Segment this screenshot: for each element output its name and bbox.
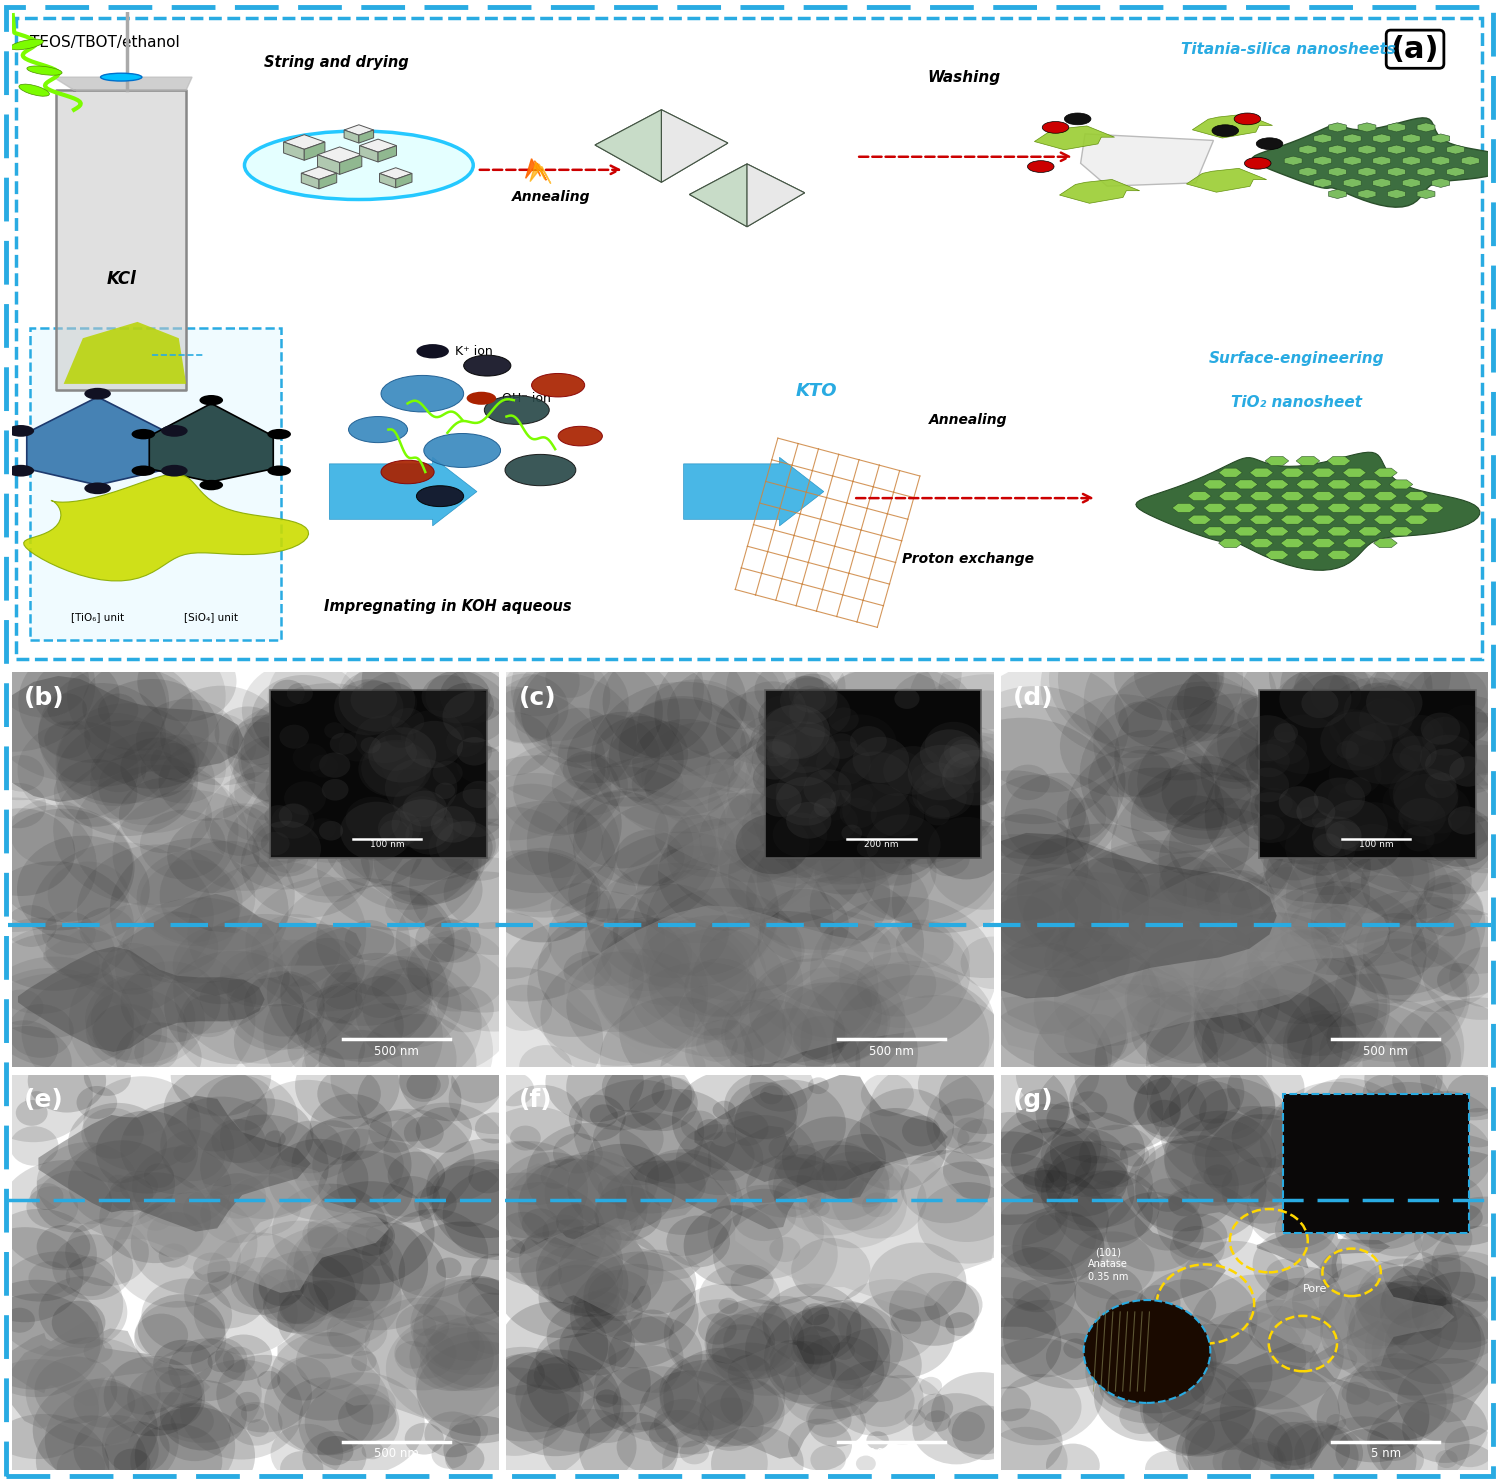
Circle shape bbox=[0, 861, 134, 990]
Circle shape bbox=[279, 803, 309, 828]
Circle shape bbox=[573, 797, 693, 895]
Circle shape bbox=[1041, 1154, 1134, 1232]
Circle shape bbox=[183, 994, 236, 1037]
Circle shape bbox=[171, 1403, 214, 1439]
Circle shape bbox=[230, 1402, 282, 1445]
Circle shape bbox=[0, 1227, 84, 1322]
Polygon shape bbox=[1310, 1304, 1488, 1423]
Polygon shape bbox=[1000, 833, 1276, 999]
Text: TEOS/TBOT/ethanol: TEOS/TBOT/ethanol bbox=[30, 34, 180, 50]
Polygon shape bbox=[39, 1095, 310, 1232]
Circle shape bbox=[426, 1316, 518, 1392]
FancyBboxPatch shape bbox=[765, 689, 981, 858]
Circle shape bbox=[489, 1141, 550, 1190]
Circle shape bbox=[0, 634, 166, 782]
Circle shape bbox=[1275, 1206, 1335, 1255]
Circle shape bbox=[1144, 1313, 1226, 1380]
Circle shape bbox=[1164, 1119, 1272, 1206]
Text: KTO: KTO bbox=[795, 382, 837, 400]
Circle shape bbox=[112, 790, 270, 917]
Circle shape bbox=[927, 1071, 1056, 1177]
Circle shape bbox=[86, 988, 188, 1070]
Circle shape bbox=[174, 1144, 196, 1163]
Circle shape bbox=[244, 1080, 369, 1181]
Polygon shape bbox=[396, 173, 412, 188]
Text: 200 nm: 200 nm bbox=[864, 840, 898, 849]
Circle shape bbox=[1378, 694, 1500, 824]
Circle shape bbox=[836, 654, 936, 735]
Circle shape bbox=[110, 1177, 153, 1212]
Circle shape bbox=[1046, 1332, 1104, 1380]
Circle shape bbox=[954, 1060, 1070, 1153]
Circle shape bbox=[1257, 138, 1282, 150]
Circle shape bbox=[1221, 1157, 1304, 1224]
Circle shape bbox=[164, 1067, 267, 1152]
Circle shape bbox=[720, 1380, 778, 1427]
Polygon shape bbox=[18, 947, 264, 1052]
Circle shape bbox=[141, 1279, 232, 1352]
Circle shape bbox=[948, 1277, 1056, 1365]
Circle shape bbox=[948, 1411, 986, 1442]
Circle shape bbox=[340, 800, 474, 910]
Circle shape bbox=[552, 754, 628, 815]
Polygon shape bbox=[339, 154, 362, 175]
Circle shape bbox=[1336, 741, 1359, 759]
Polygon shape bbox=[1358, 528, 1382, 536]
Circle shape bbox=[1222, 1438, 1287, 1482]
Circle shape bbox=[1120, 1143, 1149, 1166]
Circle shape bbox=[1192, 1137, 1239, 1175]
Circle shape bbox=[180, 1359, 303, 1460]
Polygon shape bbox=[1218, 468, 1242, 477]
Circle shape bbox=[140, 1203, 172, 1230]
Circle shape bbox=[1166, 796, 1227, 845]
Circle shape bbox=[177, 974, 312, 1082]
Circle shape bbox=[645, 750, 730, 820]
Polygon shape bbox=[54, 77, 192, 90]
Circle shape bbox=[927, 834, 1101, 975]
Circle shape bbox=[1062, 858, 1150, 929]
Circle shape bbox=[912, 769, 974, 820]
Polygon shape bbox=[378, 145, 396, 162]
Circle shape bbox=[258, 1227, 394, 1337]
Circle shape bbox=[873, 919, 969, 997]
Circle shape bbox=[413, 1277, 549, 1389]
Circle shape bbox=[602, 1061, 664, 1113]
Circle shape bbox=[1245, 157, 1270, 169]
Circle shape bbox=[782, 719, 840, 766]
Circle shape bbox=[298, 1372, 424, 1475]
Circle shape bbox=[200, 1114, 328, 1220]
Polygon shape bbox=[1432, 178, 1449, 187]
Circle shape bbox=[436, 1258, 462, 1277]
Circle shape bbox=[1054, 956, 1166, 1046]
Circle shape bbox=[782, 1116, 886, 1200]
Circle shape bbox=[1383, 780, 1438, 825]
Circle shape bbox=[318, 1150, 414, 1227]
Polygon shape bbox=[38, 1113, 332, 1261]
Circle shape bbox=[662, 1420, 768, 1482]
Circle shape bbox=[111, 1358, 182, 1415]
Circle shape bbox=[746, 720, 839, 796]
Circle shape bbox=[1407, 809, 1452, 845]
Circle shape bbox=[0, 1046, 93, 1143]
Circle shape bbox=[1058, 797, 1106, 837]
Circle shape bbox=[120, 1101, 234, 1194]
Circle shape bbox=[1146, 1052, 1245, 1131]
Circle shape bbox=[846, 1291, 954, 1378]
Circle shape bbox=[340, 765, 501, 895]
Circle shape bbox=[526, 919, 708, 1066]
Circle shape bbox=[1106, 1192, 1203, 1272]
Text: (101)
Anatase
0.35 nm: (101) Anatase 0.35 nm bbox=[1088, 1246, 1128, 1282]
Text: (200)
TiO₂-B
0.58 nm: (200) TiO₂-B 0.58 nm bbox=[1382, 1122, 1419, 1153]
Circle shape bbox=[1400, 782, 1466, 836]
Circle shape bbox=[633, 870, 765, 977]
Circle shape bbox=[417, 1341, 543, 1443]
Circle shape bbox=[1394, 768, 1458, 821]
Circle shape bbox=[1359, 953, 1422, 1003]
Circle shape bbox=[416, 1332, 544, 1436]
Circle shape bbox=[520, 1368, 624, 1452]
Circle shape bbox=[394, 1341, 429, 1369]
Polygon shape bbox=[1402, 156, 1420, 165]
Circle shape bbox=[38, 665, 209, 803]
Circle shape bbox=[628, 1076, 698, 1131]
Circle shape bbox=[1287, 1014, 1365, 1077]
